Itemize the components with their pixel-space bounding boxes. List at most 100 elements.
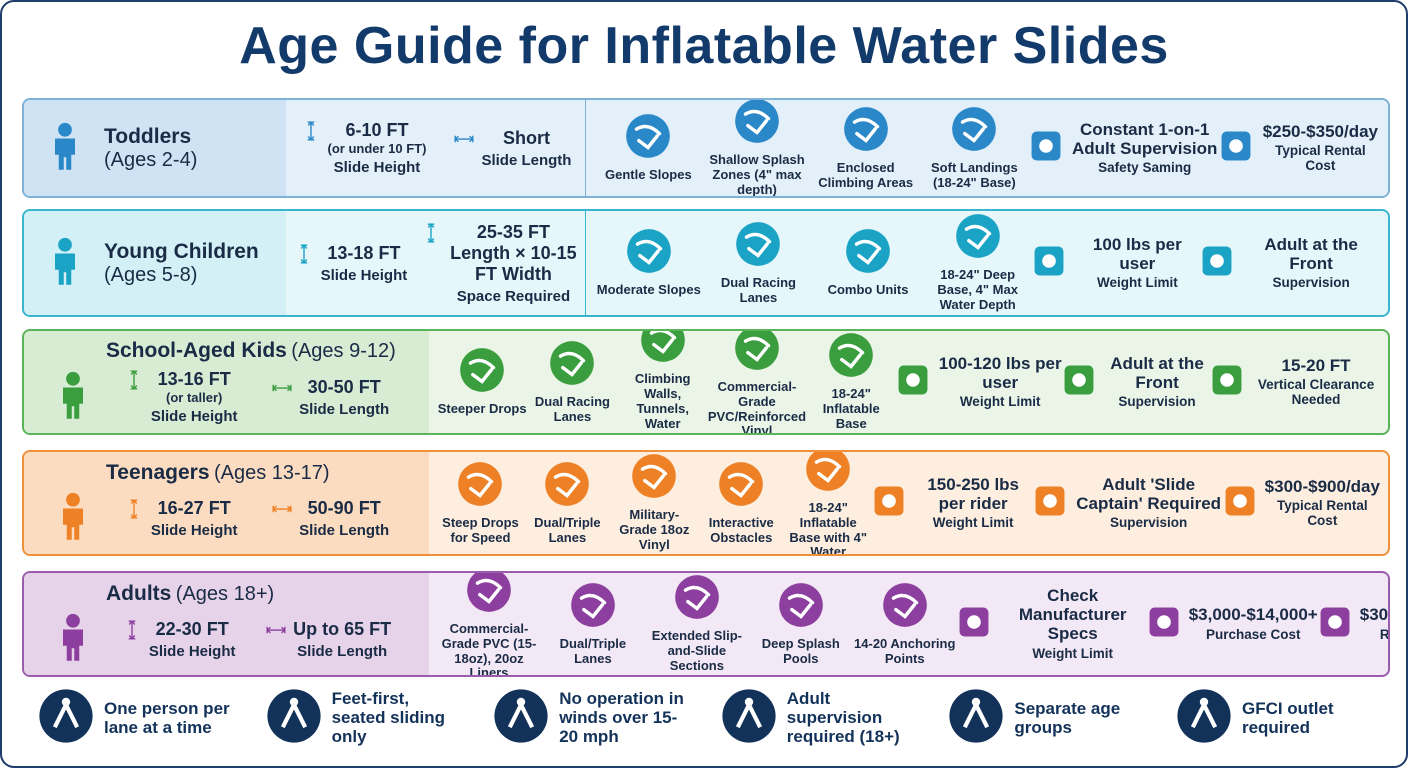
- feature: Steeper Drops: [437, 347, 527, 417]
- extra: $300-$900/day Typical Rental Cost: [1223, 477, 1380, 528]
- extra-value: 15-20 FT: [1281, 355, 1351, 375]
- spec-value: 13-16 FT: [157, 369, 231, 389]
- spec-text: 6-10 FT (or under 10 FT) Slide Height: [328, 120, 427, 176]
- safety-rules: One person per lane at a time Feet-first,…: [38, 688, 1376, 749]
- feature: Dual Racing Lanes: [704, 221, 814, 306]
- extra-text: 100 lbs per user Weight Limit: [1074, 235, 1200, 290]
- feature-icon: [805, 452, 851, 497]
- feature: Steep Drops for Speed: [437, 461, 524, 546]
- spec-arrow: [271, 498, 293, 525]
- feature-label: 18-24" Inflatable Base with 4" Water: [789, 499, 868, 556]
- spec-arrow: [420, 222, 442, 249]
- extra-icon: [1223, 484, 1257, 523]
- spec-label: Slide Height: [150, 521, 238, 539]
- feature-label: Shallow Splash Zones (4" max depth): [709, 152, 805, 197]
- feature-icon-svg: [674, 575, 719, 619]
- feature-icon: [951, 106, 997, 157]
- spec-arrow: [293, 243, 315, 270]
- feature-icon: [734, 100, 780, 149]
- rule-icon-svg: [722, 689, 776, 743]
- feature-icon-svg: [778, 582, 823, 627]
- extra-icon-svg: [1221, 131, 1251, 160]
- age-name: Adults: [106, 581, 172, 605]
- extra-icon-svg: [1064, 365, 1094, 394]
- spec-arrow: [265, 619, 287, 646]
- spec-arrow-svg: [130, 370, 138, 390]
- feature-label: Climbing Walls, Tunnels, Water Cannons: [634, 371, 691, 433]
- feature: Combo Units: [813, 228, 923, 298]
- spec-arrow-svg: [300, 243, 307, 264]
- spec-arrow-svg: [272, 384, 293, 391]
- feature: Soft Landings (18-24" Base): [920, 106, 1029, 191]
- extra-value: $250-$350/day: [1262, 121, 1379, 141]
- age-range: (Ages 13-17): [213, 461, 330, 484]
- feature-icon-svg: [626, 229, 671, 273]
- feature-list: Steep Drops for Speed Dual/Triple Lanes Mi…: [429, 452, 1388, 554]
- feature-label: 14-20 Anchoring Points: [854, 635, 956, 666]
- extra: 100-120 lbs per user Weight Limit: [896, 354, 1062, 409]
- title: Age Guide for Inflatable Water Slides: [239, 17, 1169, 75]
- feature-icon-svg: [806, 452, 851, 491]
- age-row: School-Aged Kids (Ages 9-12) 13-16 FT (or …: [22, 329, 1390, 435]
- extra-value: $3,000-$14,000+: [1188, 605, 1318, 625]
- feature-icon-svg: [460, 348, 504, 392]
- age-icon-svg: [55, 237, 75, 285]
- feature-icon: [570, 582, 616, 633]
- spec: 16-27 FT Slide Height: [123, 498, 238, 539]
- feature-icon-svg: [736, 221, 781, 266]
- extra-icon-svg: [959, 607, 989, 636]
- rule-icon: [493, 688, 549, 749]
- extra-icon: [1033, 484, 1067, 523]
- extra-text: $300-$900/day Typical Rental Cost: [1265, 477, 1380, 528]
- spec-arrow: [300, 120, 322, 147]
- feature-icon: [457, 461, 503, 512]
- feature: Deep Splash Pools: [749, 582, 853, 667]
- feature-icon: [843, 106, 889, 157]
- age-range: (Ages 5-8): [104, 263, 198, 286]
- row-lead: Toddlers (Ages 2-4): [24, 100, 286, 196]
- age-icon-svg: [55, 122, 75, 170]
- rule-icon: [1176, 688, 1232, 749]
- rule-text: Separate age groups: [1014, 698, 1121, 737]
- age-name: Young Children: [104, 239, 259, 263]
- feature-icon: [828, 332, 874, 383]
- feature: Shallow Splash Zones (4" max depth): [703, 100, 812, 197]
- rule-icon-svg: [1177, 689, 1231, 743]
- spec: 13-18 FT Slide Height: [293, 243, 407, 284]
- rule: One person per lane at a time: [38, 688, 238, 749]
- feature-icon: [845, 228, 891, 279]
- name-box: Toddlers (Ages 2-4): [104, 125, 197, 172]
- extra-value: Adult at the Front: [1264, 234, 1358, 273]
- extra: $300-$900/dayRental Cost: [1318, 605, 1388, 644]
- feature-icon-svg: [829, 333, 874, 377]
- name-line: School-Aged Kids (Ages 9-12): [48, 339, 396, 363]
- extra-icon: [1147, 605, 1181, 644]
- spec: 6-10 FT (or under 10 FT) Slide Height: [300, 120, 427, 176]
- extra-icon: [1210, 363, 1244, 402]
- age-icon: [40, 121, 90, 176]
- extra-text: Adult at the Front Supervision: [1242, 234, 1380, 290]
- extra-text: Adult at the Front Supervision: [1104, 354, 1210, 410]
- feature-icon-svg: [735, 331, 779, 370]
- spec-arrow-svg: [307, 121, 314, 141]
- feature-label: 18-24" Inflatable Base: [822, 386, 880, 431]
- spec-value: 16-27 FT: [157, 497, 231, 518]
- feature-label: Dual Racing Lanes: [720, 274, 796, 305]
- spec-arrow-svg: [428, 222, 435, 243]
- extra-icon-svg: [874, 486, 904, 515]
- extra-icon-svg: [1034, 246, 1064, 275]
- feature-label: Enclosed Climbing Areas: [818, 159, 914, 190]
- rule-text: Adult supervision required (18+): [786, 689, 900, 746]
- extra-icon: [1219, 129, 1253, 168]
- row-lead: Teenagers (Ages 13-17) 16-27 FT Slide Heig…: [24, 452, 429, 554]
- rule: Separate age groups: [948, 688, 1148, 749]
- extra-label: Supervision: [1118, 394, 1196, 410]
- rule-icon: [948, 688, 1004, 749]
- feature-icon-svg: [735, 100, 779, 143]
- spec-arrow-svg: [266, 626, 287, 633]
- feature-label: Steeper Drops: [437, 401, 527, 417]
- spec-arrow-svg: [272, 505, 293, 512]
- spec-text: Up to 65 FT Slide Length: [293, 619, 391, 660]
- age-icon: [48, 491, 98, 546]
- extra: Adult at the Front Supervision: [1200, 234, 1380, 290]
